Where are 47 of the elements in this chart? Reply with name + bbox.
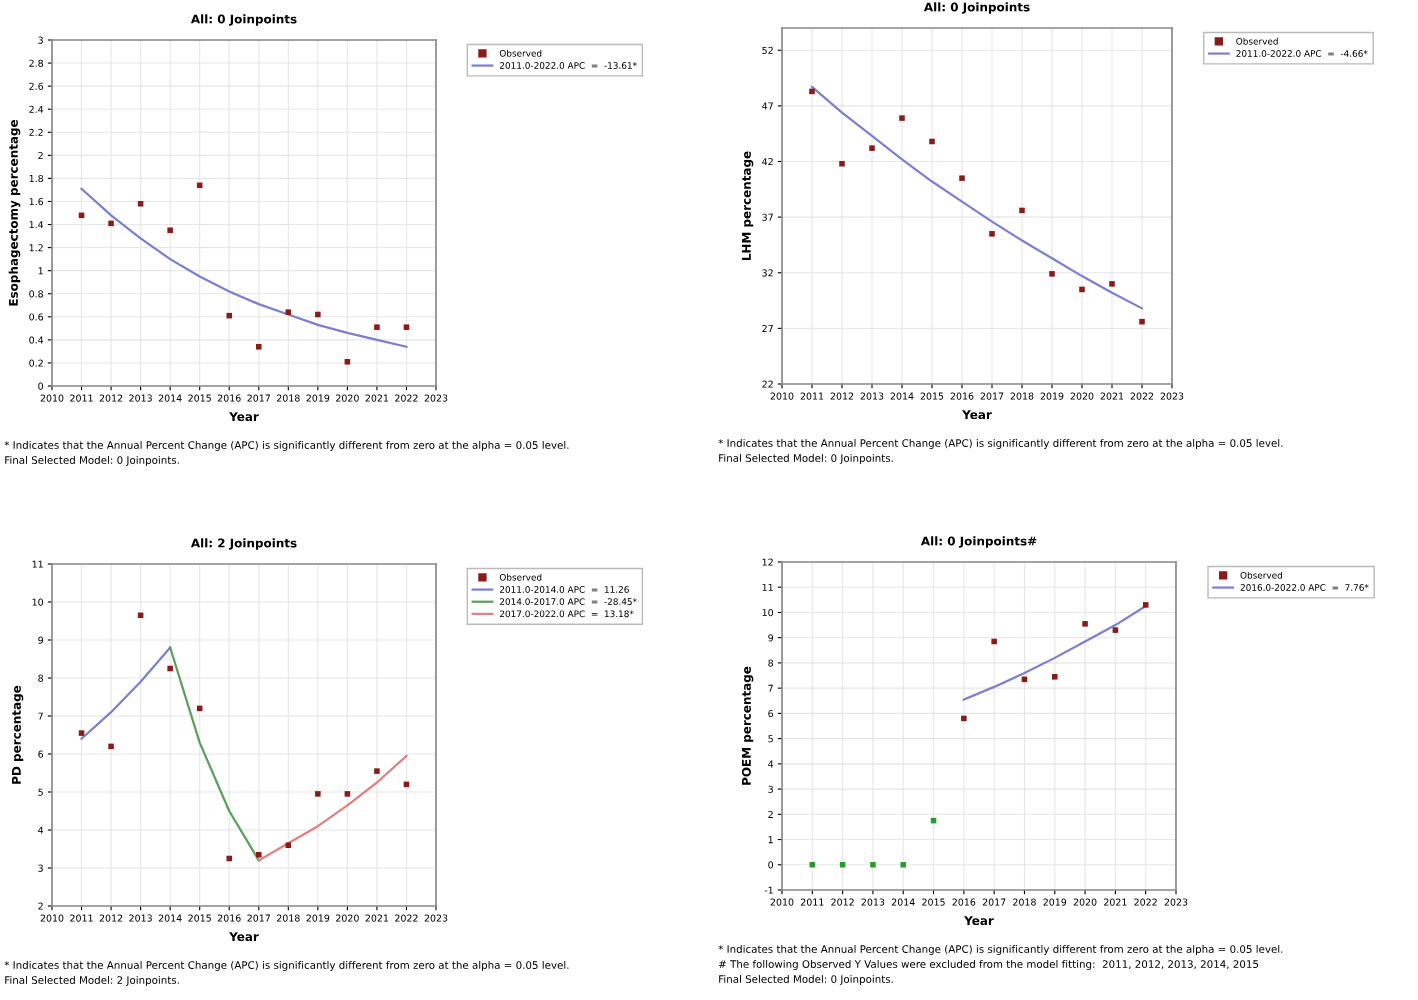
point	[1049, 271, 1055, 277]
line-series	[169, 646, 260, 862]
point	[285, 309, 292, 315]
point	[108, 220, 114, 227]
point	[989, 231, 995, 237]
point	[374, 768, 380, 774]
point	[1019, 207, 1025, 214]
point	[839, 160, 845, 167]
line-series	[810, 85, 1144, 310]
point	[285, 842, 292, 848]
point	[78, 730, 85, 736]
point	[1139, 318, 1145, 325]
line-series	[80, 646, 172, 740]
point	[900, 861, 907, 868]
point	[315, 311, 321, 318]
point	[929, 138, 935, 145]
point	[1109, 281, 1115, 287]
point	[870, 861, 876, 868]
point	[869, 145, 875, 151]
point	[167, 665, 173, 672]
point	[839, 861, 846, 868]
line-series	[962, 605, 1147, 701]
point	[991, 638, 997, 645]
line-series	[80, 187, 408, 348]
point	[809, 88, 815, 95]
point	[226, 855, 233, 862]
point	[1079, 286, 1085, 293]
point	[167, 227, 173, 234]
point	[899, 115, 905, 121]
point	[344, 359, 351, 365]
point	[374, 324, 380, 330]
point	[1112, 627, 1119, 633]
point	[809, 861, 816, 868]
point	[255, 344, 262, 350]
line-series	[257, 754, 408, 862]
point	[1082, 621, 1088, 627]
point	[255, 851, 262, 858]
point	[226, 312, 233, 319]
point	[344, 791, 351, 797]
point	[961, 715, 967, 722]
point	[137, 201, 144, 207]
point	[959, 175, 965, 181]
point	[1142, 602, 1149, 608]
point	[403, 324, 410, 330]
point	[315, 791, 321, 797]
point	[108, 743, 114, 750]
point	[1051, 674, 1058, 680]
